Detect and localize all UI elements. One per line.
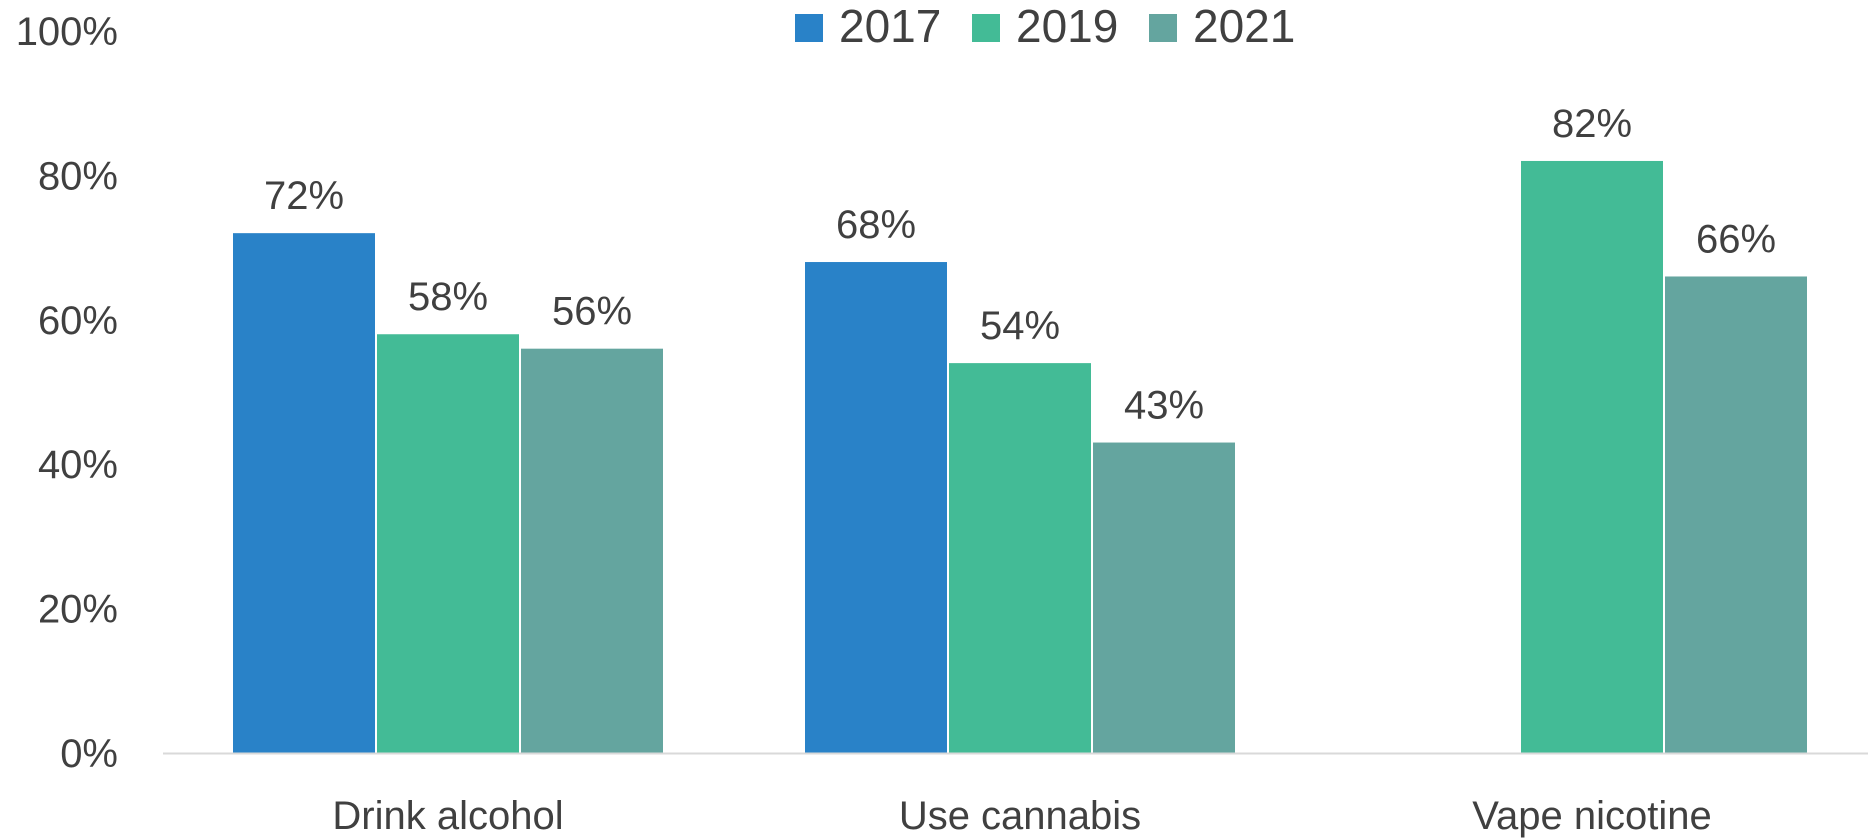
- data-label: 54%: [980, 304, 1060, 348]
- bar-2021-drink-alcohol: [521, 348, 663, 753]
- y-tick-label: 40%: [38, 443, 118, 487]
- legend-item-2017: 2017: [795, 0, 941, 52]
- legend-item-2021: 2021: [1149, 0, 1295, 52]
- data-label: 72%: [264, 174, 344, 218]
- bar-2019-drink-alcohol: [377, 334, 519, 753]
- y-tick-label: 80%: [38, 154, 118, 198]
- bars: [233, 160, 1807, 753]
- bar-2019-vape-nicotine: [1521, 160, 1663, 753]
- bar-2019-use-cannabis: [949, 363, 1091, 753]
- legend-item-2019: 2019: [972, 0, 1118, 52]
- legend-swatch: [972, 14, 1000, 42]
- legend-swatch: [1149, 14, 1177, 42]
- y-tick-label: 0%: [60, 732, 118, 776]
- data-label: 66%: [1696, 217, 1776, 261]
- data-label: 68%: [836, 203, 916, 247]
- bar-2017-use-cannabis: [805, 262, 947, 753]
- legend-label: 2021: [1193, 0, 1295, 52]
- bar-2021-vape-nicotine: [1665, 276, 1807, 753]
- legend-swatch: [795, 14, 823, 42]
- data-label: 58%: [408, 275, 488, 319]
- legend-label: 2017: [839, 0, 941, 52]
- x-tick-label: Use cannabis: [899, 794, 1141, 838]
- data-labels: 72% 58% 56% 68% 54% 43% 82% 66%: [264, 102, 1776, 428]
- data-label: 82%: [1552, 102, 1632, 146]
- data-label: 56%: [552, 290, 632, 334]
- bar-2021-use-cannabis: [1093, 442, 1235, 753]
- bar-2017-drink-alcohol: [233, 233, 375, 753]
- x-axis: Drink alcohol Use cannabis Vape nicotine: [163, 752, 1868, 838]
- legend-label: 2019: [1016, 0, 1118, 52]
- y-tick-label: 100%: [16, 10, 118, 54]
- x-tick-label: Vape nicotine: [1472, 794, 1711, 838]
- legend: 2017 2019 2021: [795, 0, 1295, 52]
- data-label: 43%: [1124, 384, 1204, 428]
- y-axis: 0% 20% 40% 60% 80% 100%: [16, 10, 118, 776]
- x-tick-label: Drink alcohol: [332, 794, 563, 838]
- y-tick-label: 20%: [38, 588, 118, 632]
- y-tick-label: 60%: [38, 299, 118, 343]
